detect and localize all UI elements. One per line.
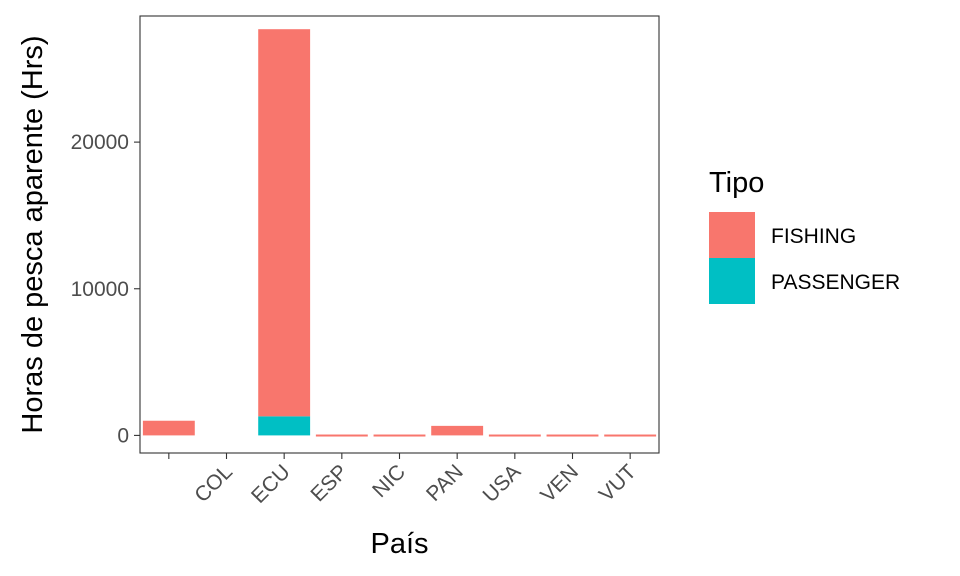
bar-fishing-nic	[373, 434, 426, 437]
legend-label-fishing: FISHING	[771, 225, 856, 248]
legend-label-passenger: PASSENGER	[771, 271, 900, 294]
x-tick-label: NIC	[368, 460, 410, 502]
x-tick-label: PAN	[422, 460, 468, 506]
bar-passenger-ecu	[258, 416, 311, 436]
legend: Tipo FISHING PASSENGER	[709, 167, 900, 304]
legend-key-passenger	[709, 258, 755, 304]
bar-fishing-usa	[488, 434, 541, 437]
y-tick-label: 10000	[71, 278, 129, 301]
panel-border	[139, 15, 660, 454]
x-tick-label: COL	[190, 460, 237, 507]
x-tick-label: ECU	[247, 460, 295, 508]
x-tick-label: VEN	[536, 460, 583, 507]
bar-fishing-vut	[604, 434, 657, 437]
bars	[142, 29, 657, 437]
x-tick-label: USA	[479, 460, 526, 507]
legend-key-fishing	[709, 212, 755, 258]
y-axis: 0 10000 20000	[71, 131, 140, 447]
bar-fishing-blank	[142, 420, 195, 436]
x-tick-label: ESP	[306, 460, 352, 506]
x-axis: COL ECU ESP NIC PAN USA VEN VUT	[168, 453, 641, 508]
y-tick-label: 20000	[71, 131, 129, 154]
bar-fishing-esp	[315, 434, 368, 437]
bar-fishing-pan	[431, 425, 484, 436]
x-axis-title: País	[370, 528, 428, 560]
x-tick-label: VUT	[595, 460, 641, 506]
y-axis-title: Horas de pesca aparente (Hrs)	[17, 35, 49, 433]
legend-title: Tipo	[709, 167, 764, 199]
y-tick-label: 0	[117, 424, 129, 447]
bar-fishing-ecu	[258, 29, 311, 417]
bar-fishing-ven	[546, 434, 599, 437]
